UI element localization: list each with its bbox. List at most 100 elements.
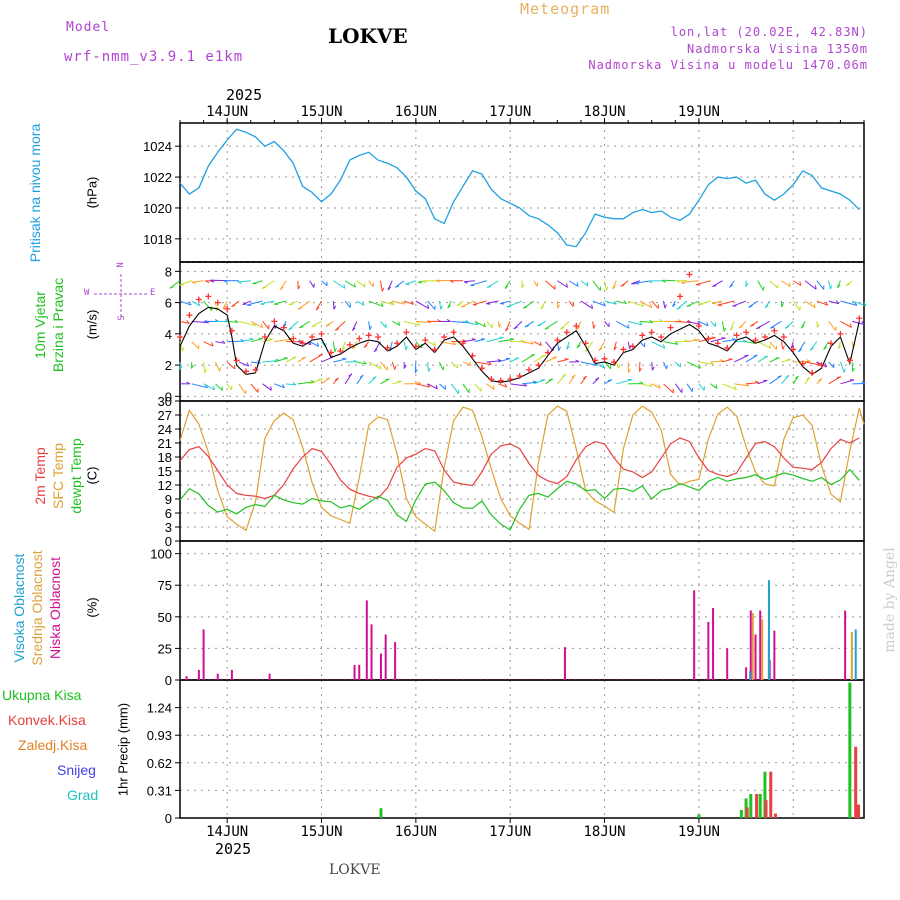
wind-arrow (297, 381, 315, 385)
wind-arrow (451, 320, 470, 324)
gust-marker (497, 377, 504, 384)
wind-arrow-head (754, 380, 760, 384)
wind-arrow (523, 300, 535, 309)
gust-marker (177, 333, 183, 340)
wind-arrow (651, 341, 666, 349)
gust-marker (469, 352, 476, 359)
gust-marker (337, 348, 344, 355)
cloud-bar-low (216, 673, 219, 680)
wind-arrow-head (697, 321, 701, 325)
wind-arrow-head (325, 377, 331, 380)
day-label-bottom: 15JUN (300, 824, 342, 840)
gust-marker (714, 340, 721, 347)
wind-arrow-head (446, 319, 451, 322)
wind-arrow-head (649, 383, 653, 387)
wind-arrow-head (530, 340, 534, 345)
wind-arrow-head (764, 304, 769, 309)
meteogram-title: Meteogram (520, 0, 611, 18)
cloud-bar-mid (850, 631, 853, 680)
wind-arrow (839, 361, 845, 373)
gust-marker (290, 335, 297, 342)
wind-arrow-head (566, 283, 569, 288)
wind-arrow-head (665, 364, 668, 370)
wind-arrow (732, 300, 747, 307)
precip-bar-total (749, 793, 753, 818)
wind-arrow-head (417, 381, 422, 385)
wind-arrow-head (591, 304, 594, 309)
gust-marker (261, 333, 268, 340)
wind-arrow-head (416, 321, 421, 326)
wind-arrow (580, 361, 598, 366)
wind-arrow-head (676, 307, 681, 310)
gust-marker (592, 357, 599, 364)
gust-marker (224, 305, 231, 312)
wind-arrow-head (471, 338, 476, 341)
wind-arrow-head (734, 385, 737, 390)
wind-arrow-head (562, 373, 567, 377)
wind-arrow (427, 300, 436, 310)
gust-marker (856, 315, 863, 322)
precip-bar-total (763, 771, 767, 818)
cloud-bar-low (353, 664, 356, 680)
wind-arrow (368, 280, 374, 288)
wind-arrow-head (801, 325, 805, 329)
wind-arrow-head (530, 353, 535, 356)
wind-arrow (462, 383, 470, 394)
wind-arrow (169, 280, 181, 289)
wind-arrow (179, 300, 192, 306)
wind-arrow-head (181, 347, 185, 352)
wind-arrow (781, 280, 791, 287)
wind-arrow (580, 300, 593, 309)
precip-bar-conv (773, 813, 777, 818)
wind-arrow-head (221, 340, 226, 344)
pressure-panel-frame (179, 122, 865, 263)
wind-arrow (852, 300, 867, 307)
day-label-bottom: 17JUN (489, 824, 531, 840)
wind-arrow (828, 361, 835, 369)
wind-arrow (616, 379, 633, 385)
cloud-bar-low (358, 664, 361, 680)
wind-arrow-head (362, 301, 365, 306)
wind-arrow (332, 301, 335, 310)
wind-arrow-head (282, 383, 285, 388)
wind-arrow-head (595, 377, 600, 381)
lonlat-label: lon,lat (20.02E, 42.83N) (670, 25, 868, 39)
wind-arrow (568, 374, 576, 385)
wind-arrow (521, 353, 535, 363)
wind-arrow (687, 339, 698, 343)
wind-arrow (828, 300, 839, 305)
gust-marker (422, 337, 429, 344)
wind-arrow-head (334, 347, 337, 353)
y-tick-label: 3 (165, 520, 172, 535)
day-label-bottom: 18JUN (583, 824, 625, 840)
wind-arrow-head (222, 305, 227, 310)
wind-arrow (698, 337, 716, 343)
precip-bar-total (379, 808, 383, 818)
wind-arrow (828, 376, 842, 385)
wind-arrow-head (315, 307, 320, 311)
wind-arrow-head (775, 357, 780, 359)
cloud-bar-high (854, 629, 857, 680)
wind-arrow (793, 360, 811, 363)
model-name: wrf-nmm_v3.9.1 e1km (64, 49, 244, 65)
legend-snow: Snijeg (57, 762, 96, 778)
wind-arrow (427, 361, 430, 372)
wind-arrow-head (613, 300, 617, 305)
wind-arrow-head (635, 282, 640, 285)
wind-arrow (335, 320, 346, 331)
wind-arrow (663, 341, 678, 345)
precip-bar-conv (755, 793, 759, 818)
cloud-bar-low (754, 634, 757, 680)
wind-arrow-head (861, 320, 865, 325)
y-tick-label: 18 (158, 450, 172, 465)
wind-arrow (309, 378, 323, 385)
wind-arrow-head (649, 303, 653, 308)
wind-arrow-head (191, 364, 194, 369)
wind-arrow (721, 321, 725, 332)
wind-arrow-head (211, 342, 214, 347)
wind-arrow (463, 280, 475, 283)
wind-arrow (651, 300, 659, 309)
day-label-top: 19JUN (678, 104, 720, 120)
wind-arrow-head (492, 385, 495, 390)
wind-arrow (698, 300, 711, 305)
